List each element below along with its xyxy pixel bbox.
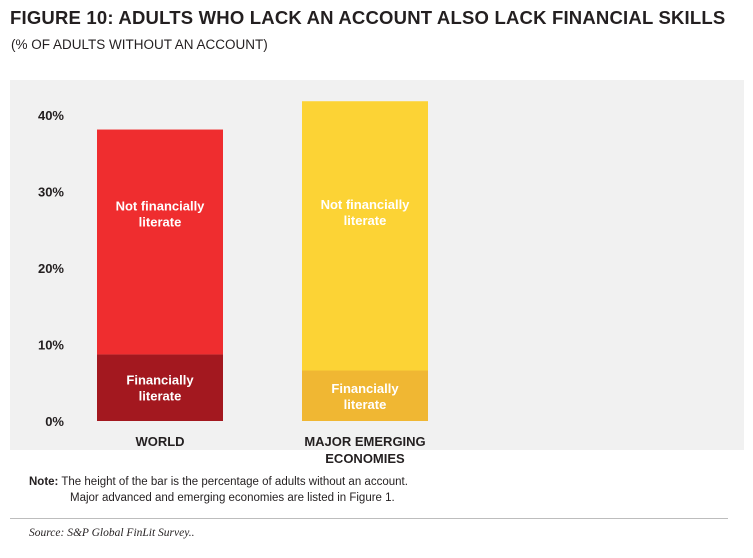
note-label: Note: (29, 476, 59, 488)
source-citation: Source: S&P Global FinLit Survey.. (29, 527, 195, 539)
y-tick-label: 30% (38, 185, 64, 200)
bar-segment-not-financially-literate (97, 129, 223, 355)
bar-label-financially-literate: literate (344, 397, 387, 412)
bar-segment-financially-literate (97, 354, 223, 421)
x-category-label: WORLD (135, 434, 184, 449)
x-category-label: MAJOR EMERGING (304, 434, 425, 449)
y-tick-label: 0% (45, 414, 64, 429)
bar-label-financially-literate: Financially (126, 373, 194, 388)
bar-label-financially-literate: Financially (331, 381, 399, 396)
y-tick-label: 10% (38, 338, 64, 353)
bar-label-financially-literate: literate (139, 389, 182, 404)
bar-label-not-financially-literate: Not financially (116, 199, 206, 214)
chart-subtitle: (% OF ADULTS WITHOUT AN ACCOUNT) (11, 37, 268, 52)
bar-segment-not-financially-literate (302, 101, 428, 371)
note-line-1: The height of the bar is the percentage … (61, 476, 408, 488)
bar-segment-financially-literate (302, 370, 428, 421)
y-tick-label: 40% (38, 108, 64, 123)
bar-label-not-financially-literate: Not financially (321, 197, 411, 212)
y-tick-label: 20% (38, 261, 64, 276)
note-line-2: Major advanced and emerging economies ar… (70, 492, 395, 504)
x-category-label: ECONOMIES (325, 451, 405, 466)
divider (10, 518, 728, 519)
bar-label-not-financially-literate: literate (344, 213, 387, 228)
bar-label-not-financially-literate: literate (139, 215, 182, 230)
chart-note: Note: The height of the bar is the perce… (29, 474, 408, 506)
chart-title: FIGURE 10: ADULTS WHO LACK AN ACCOUNT AL… (10, 7, 726, 28)
